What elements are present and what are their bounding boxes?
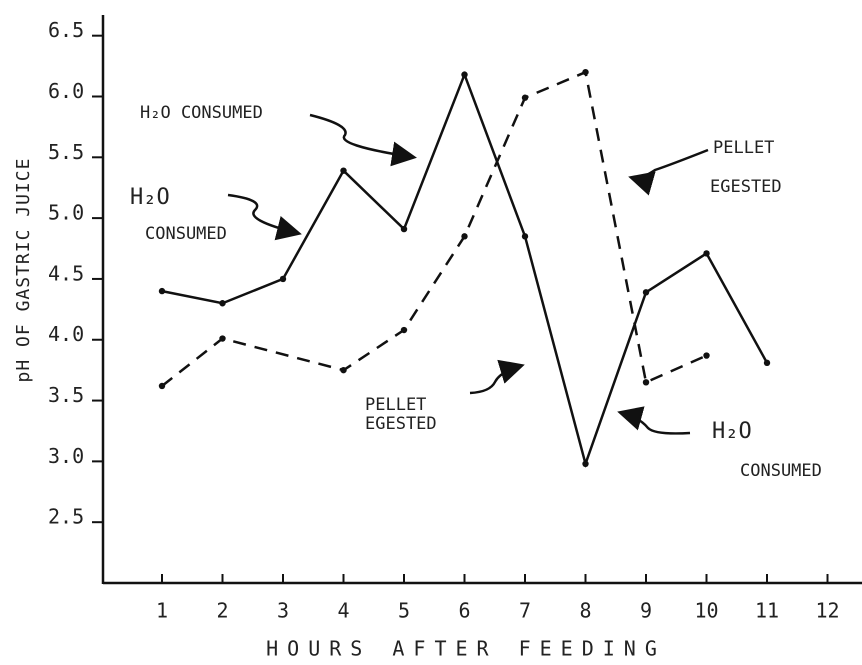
data-point	[703, 352, 710, 359]
x-tick-label: 12	[815, 599, 839, 623]
x-axis-label: HOURS AFTER FEEDING	[266, 637, 666, 661]
y-tick-label: 2.5	[48, 505, 84, 529]
annotation: PELLET	[365, 395, 426, 415]
y-tick-label: 4.5	[48, 261, 84, 285]
annotation: CONSUMED	[740, 461, 822, 481]
x-tick-label: 9	[640, 599, 652, 623]
x-tick-label: 10	[694, 599, 718, 623]
data-point	[461, 71, 468, 78]
annotation: CONSUMED	[145, 224, 227, 244]
data-point	[521, 94, 529, 101]
data-point	[703, 250, 710, 257]
data-point	[158, 287, 166, 295]
data-point	[340, 366, 347, 374]
y-tick-label: 6.5	[48, 18, 84, 42]
arrow	[617, 406, 691, 435]
data-point	[763, 359, 771, 367]
x-tick-label: 2	[216, 599, 228, 623]
x-tick-label: 7	[519, 599, 531, 623]
x-tick-label: 11	[755, 599, 779, 623]
arrow	[628, 148, 709, 196]
data-point	[521, 233, 529, 240]
data-point	[340, 167, 347, 174]
data-point	[582, 460, 589, 468]
data-point	[219, 335, 226, 342]
data-point	[642, 379, 650, 386]
y-tick-label: 4.0	[48, 322, 84, 346]
annotation: PELLET	[713, 138, 774, 158]
data-point	[158, 382, 166, 390]
annotation: EGESTED	[365, 414, 437, 434]
data-point	[461, 233, 468, 240]
arrow	[309, 113, 417, 167]
series-line	[161, 71, 769, 469]
annotation: H₂O	[130, 185, 170, 210]
y-axis-label: pH OF GASTRIC JUICE	[13, 158, 34, 383]
annotation: EGESTED	[710, 177, 782, 197]
y-tick-label: 3.0	[48, 444, 84, 468]
annotation-arrows	[227, 113, 709, 435]
data-point	[400, 225, 408, 233]
x-tick-label: 6	[458, 599, 470, 623]
x-tick-label: 8	[579, 599, 591, 623]
annotation: H₂O CONSUMED	[140, 103, 263, 123]
y-tick-label: 6.0	[48, 79, 84, 103]
y-tick-label: 5.5	[48, 140, 84, 164]
annotation: H₂O	[712, 419, 752, 444]
data-point	[642, 289, 650, 296]
data-point	[400, 326, 408, 334]
x-tick-label: 4	[337, 599, 349, 623]
data-point	[279, 275, 287, 283]
data-point	[582, 68, 589, 76]
x-tick-label: 3	[277, 599, 289, 623]
x-tick-label: 5	[398, 599, 410, 623]
arrow	[469, 359, 525, 395]
y-tick-label: 3.5	[48, 383, 84, 407]
y-tick-label: 5.0	[48, 201, 84, 225]
data-point	[219, 300, 226, 307]
arrow	[227, 193, 302, 241]
x-tick-label: 1	[156, 599, 168, 623]
